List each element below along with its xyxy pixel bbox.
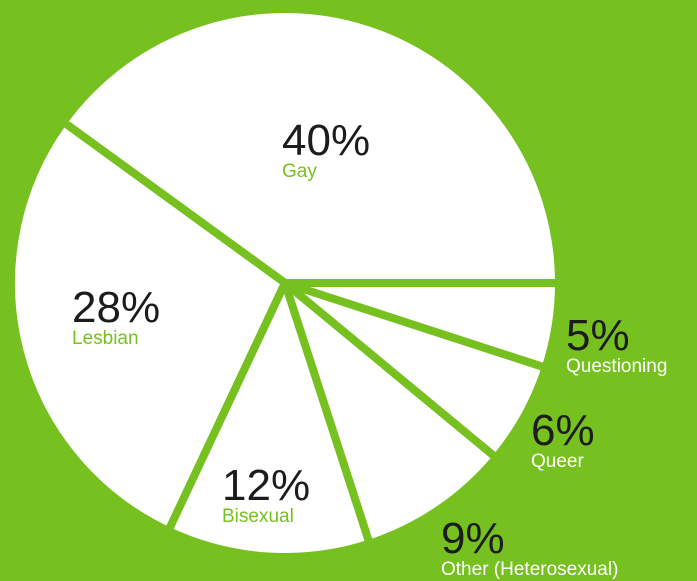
value-label: 9% [441,514,505,563]
value-label: 6% [531,406,595,455]
pie-slice [281,279,501,548]
value-label: 40% [282,116,370,165]
pie-slice [281,279,563,372]
value-label: 28% [72,283,160,332]
category-label: Queer [531,451,584,472]
category-label: Questioning [566,356,667,377]
pie-slice [164,279,374,561]
pie-slice [59,5,563,287]
category-label: Lesbian [72,328,139,349]
value-label: 12% [222,461,310,510]
category-label: Bisexual [222,506,294,527]
pie-slice [7,117,289,535]
value-label: 5% [566,311,630,360]
category-label: Other (Heterosexual) [441,559,618,580]
category-label: Gay [282,161,317,182]
